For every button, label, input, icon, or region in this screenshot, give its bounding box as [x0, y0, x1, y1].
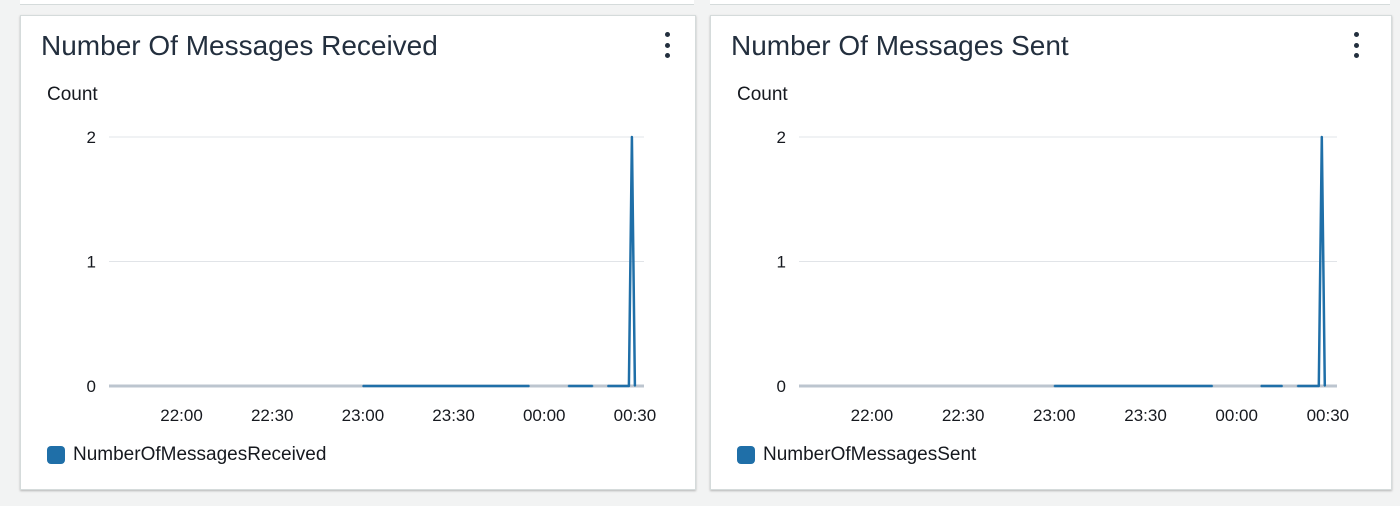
x-tick-label: 00:00: [1215, 406, 1258, 425]
data-point: [1281, 385, 1284, 387]
data-point: [362, 385, 364, 387]
data-point: [634, 385, 636, 387]
legend-label: NumberOfMessagesSent: [763, 444, 977, 465]
data-point: [1321, 136, 1323, 138]
x-tick-label: 22:00: [851, 406, 894, 425]
data-point: [567, 385, 570, 387]
widget-title: Number Of Messages Sent: [731, 30, 1069, 61]
line-chart: Count 0 1 2 22:00 22:30 23:00 23:30 00:00 00:30: [737, 84, 1350, 425]
y-tick-label: 2: [87, 128, 96, 147]
x-tick-label: 23:30: [432, 406, 475, 425]
series-line: [607, 135, 637, 388]
data-point: [591, 385, 594, 387]
x-tick-label: 23:30: [1124, 406, 1167, 425]
x-tick-label: 00:00: [523, 406, 566, 425]
data-point: [628, 385, 630, 387]
x-tick-label: 00:30: [614, 406, 657, 425]
legend-item-messages-received[interactable]: NumberOfMessagesReceived: [47, 444, 326, 466]
data-point: [1296, 385, 1299, 387]
series-line: [1297, 135, 1327, 388]
data-point: [1053, 385, 1056, 387]
y-tick-label: 2: [777, 128, 786, 147]
data-point: [631, 136, 633, 138]
y-axis-label: Count: [737, 84, 788, 105]
legend-label: NumberOfMessagesReceived: [73, 444, 327, 465]
x-tick-label: 23:00: [1033, 406, 1076, 425]
data-point: [1317, 385, 1320, 387]
widget-messages-sent: Number Of Messages Sent Count 0 1 2 22:00 22:…: [710, 15, 1392, 490]
data-point: [606, 385, 609, 387]
x-tick-label: 22:30: [942, 406, 985, 425]
x-tick-label: 22:00: [160, 406, 203, 425]
y-tick-label: 0: [777, 377, 786, 396]
legend-swatch: [737, 446, 755, 464]
data-point: [528, 385, 530, 387]
vertical-ellipsis-icon[interactable]: [660, 32, 674, 58]
y-tick-label: 1: [777, 253, 786, 272]
y-tick-label: 0: [87, 377, 96, 396]
x-tick-label: 22:30: [251, 406, 294, 425]
legend-swatch: [47, 446, 65, 464]
x-tick-label: 00:30: [1307, 406, 1350, 425]
top-widget-edge-right: [710, 0, 1390, 5]
data-point: [1211, 385, 1214, 387]
line-chart: Count 0 1 2 22:00 22:30 23:00 23:30 00:00 00:30: [47, 84, 657, 425]
data-point: [1324, 385, 1326, 387]
x-tick-label: 23:00: [342, 406, 385, 425]
widget-title: Number Of Messages Received: [41, 30, 438, 61]
legend-item-messages-sent[interactable]: NumberOfMessagesSent: [737, 444, 976, 466]
y-tick-label: 1: [87, 253, 96, 272]
widget-messages-received: Number Of Messages Received Count 0 1 2 22:0…: [20, 15, 696, 490]
vertical-ellipsis-icon[interactable]: [1349, 32, 1363, 58]
top-widget-edge-left: [20, 0, 694, 5]
data-point: [1260, 385, 1262, 387]
y-axis-label: Count: [47, 84, 98, 105]
